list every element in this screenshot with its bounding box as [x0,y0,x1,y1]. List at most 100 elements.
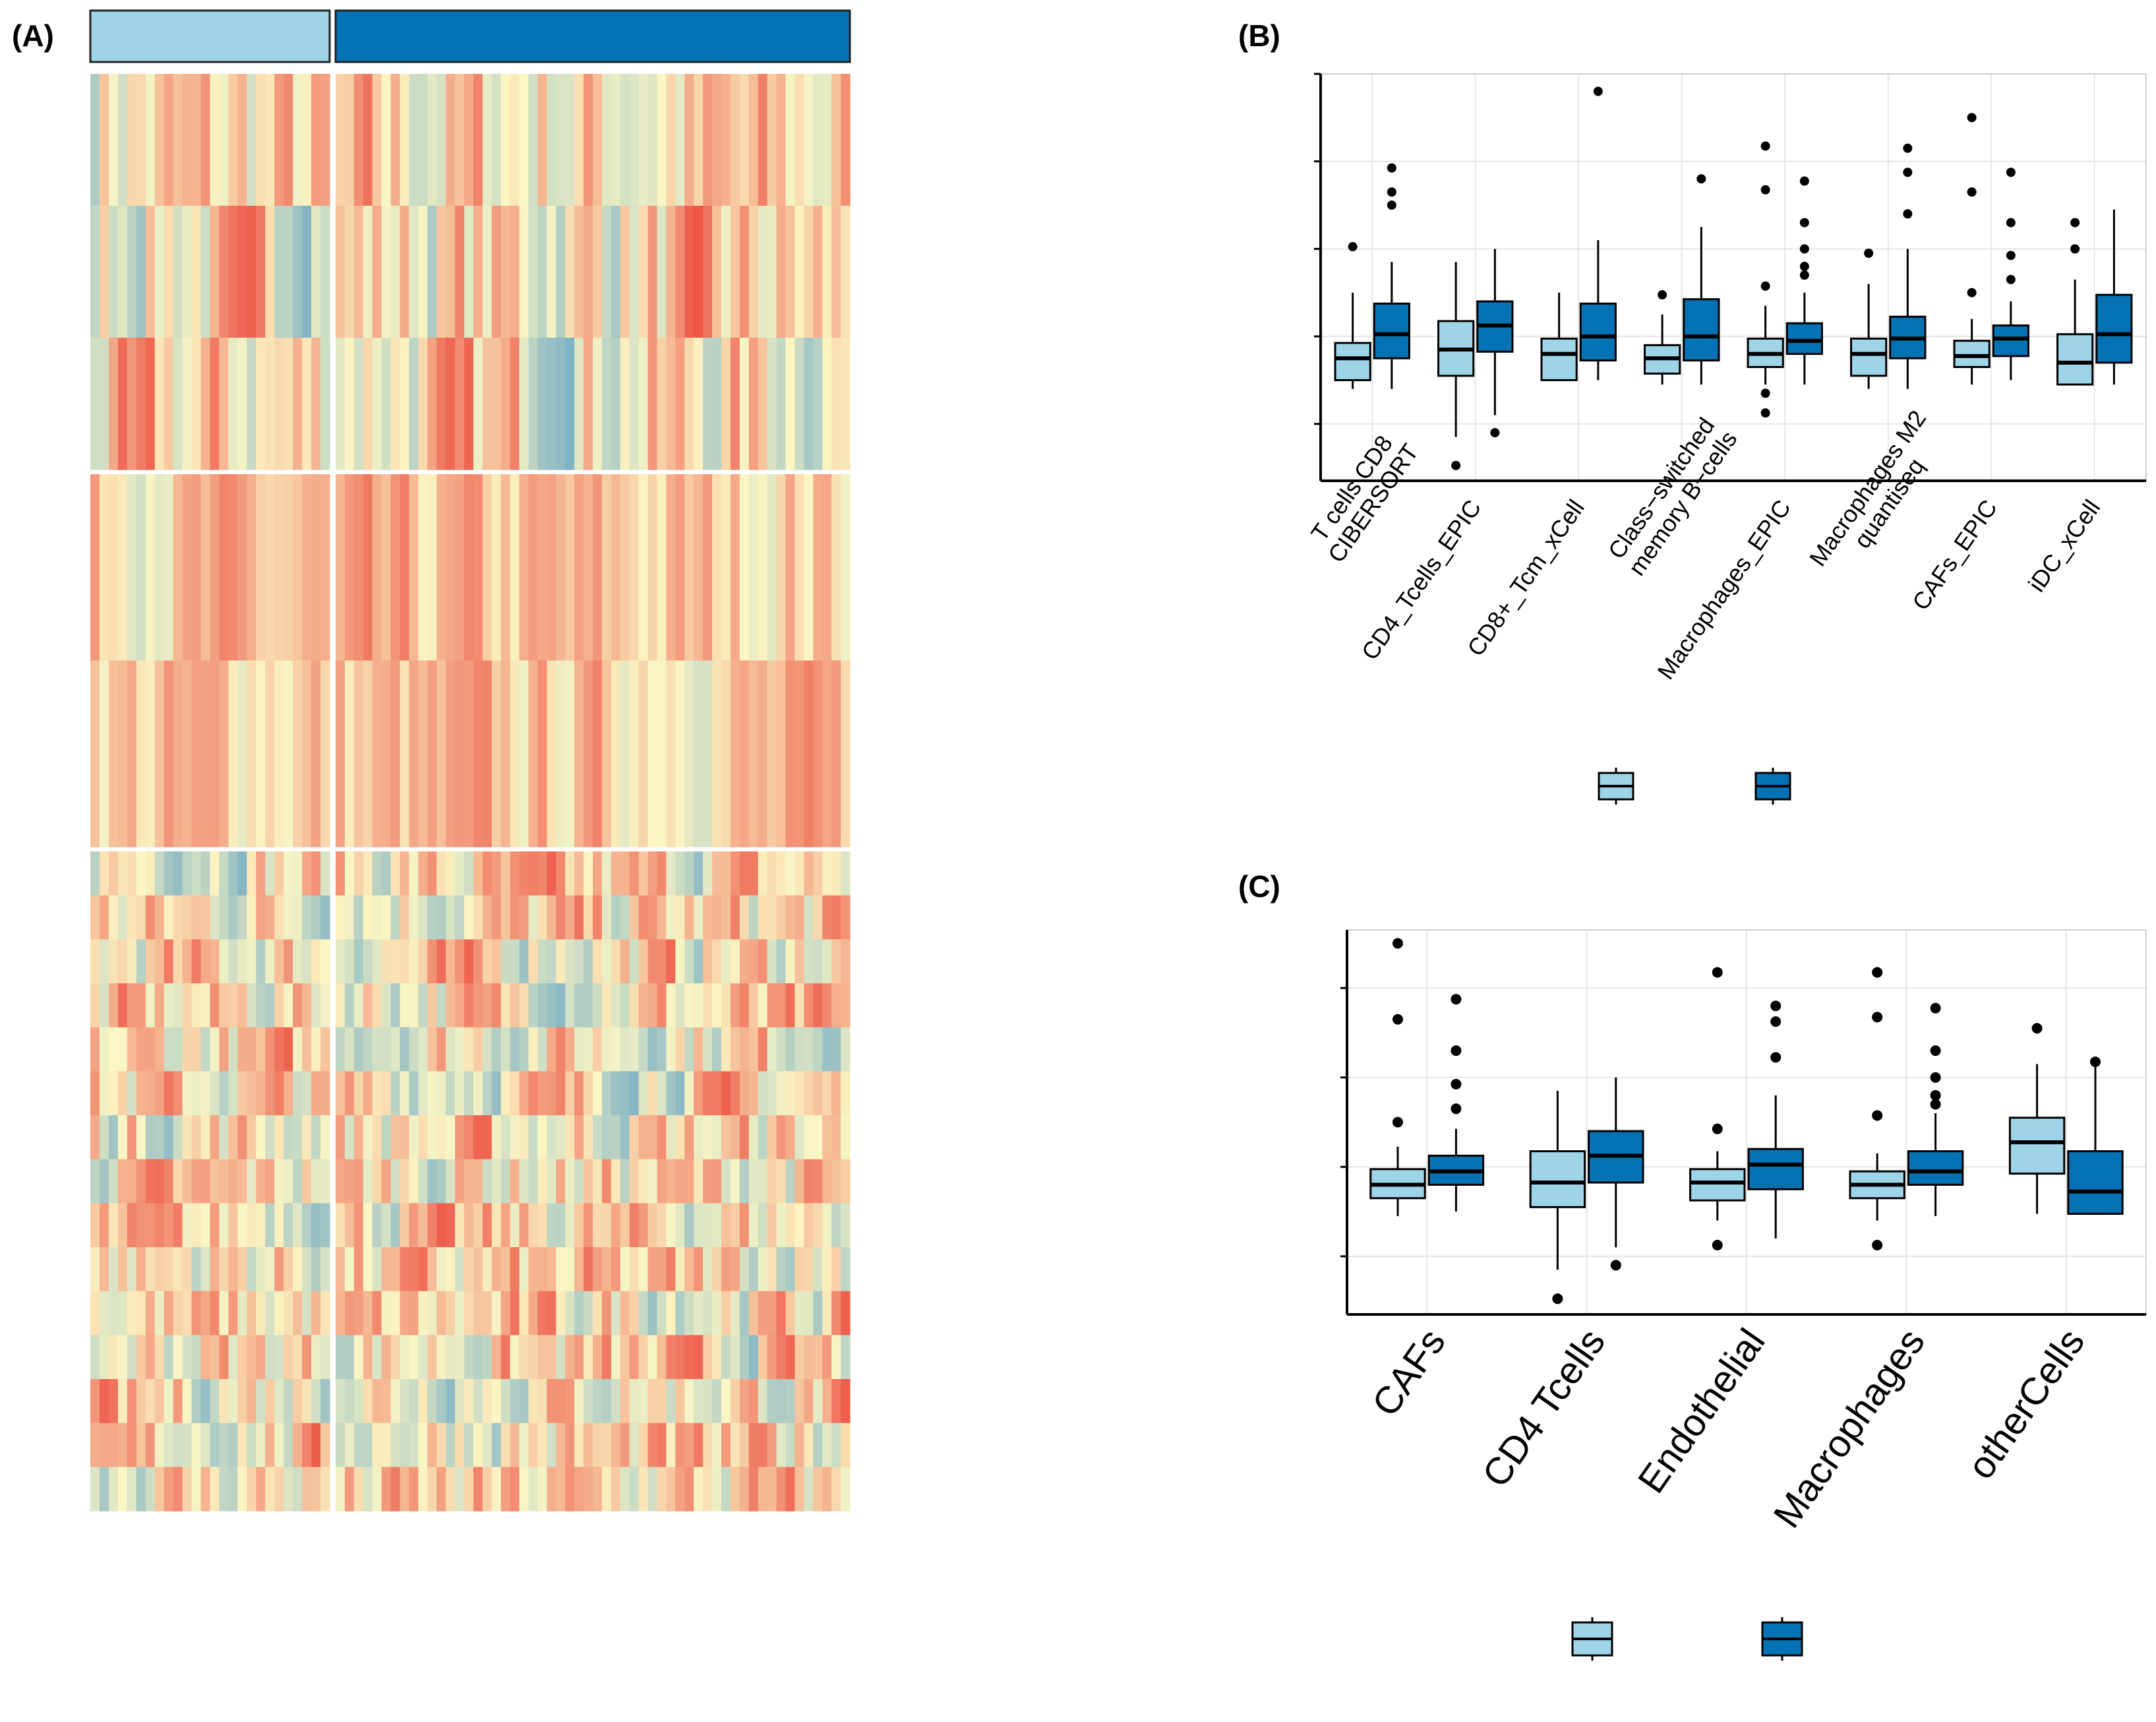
heatmap-cell [813,1247,823,1292]
heatmap-cell [293,1159,303,1204]
heatmap-cell [565,1423,575,1467]
heatmap-cell [127,983,137,1028]
heatmap-cell [265,895,275,940]
heatmap-cell [841,1423,851,1467]
heatmap-cell [108,1335,119,1380]
heatmap-cell [584,1335,593,1380]
heatmap-cell [381,1159,392,1204]
heatmap-cell [127,1115,137,1160]
heatmap-cell [237,474,247,661]
heatmap-cell [154,851,165,896]
heatmap-cell [841,1027,851,1072]
heatmap-cell [390,1379,401,1424]
heatmap-cell [657,1379,667,1424]
heatmap-cell [730,1291,740,1336]
heatmap-cell [584,1423,593,1467]
heatmap-cell [767,1071,777,1116]
heatmap-cell [353,1027,364,1072]
heatmap-cell [344,1291,355,1336]
heatmap-cell [647,1335,658,1380]
heatmap-cell [219,1203,229,1248]
outlier-point [1799,176,1809,186]
heatmap-cell [657,474,667,661]
heatmap-cell [831,1335,841,1380]
outlier-point [1930,1045,1941,1057]
heatmap-cell [320,660,330,847]
heatmap-cell [145,1115,156,1160]
heatmap-cell [593,1335,603,1380]
heatmap-cell [767,206,777,338]
heatmap-cell [482,1071,493,1116]
outlier-point [1799,218,1809,228]
heatmap-cell [344,74,355,206]
heatmap-cell [344,983,355,1028]
heatmap-cell [90,1027,100,1072]
heatmap-cell [794,474,804,661]
heatmap-cell [547,1247,556,1292]
heatmap-cell [694,1335,704,1380]
heatmap-cell [154,206,165,338]
heatmap-cell [256,1159,266,1204]
heatmap-cell [574,660,584,847]
heatmap-cell [228,1379,238,1424]
heatmap-cell [336,1379,345,1424]
heatmap-cell [99,1159,109,1204]
heatmap-cell [528,474,539,661]
heatmap-cell [409,338,419,470]
heatmap-cell [400,474,410,661]
heatmap-cell [721,1159,731,1204]
heatmap-cell [601,1467,612,1512]
heatmap-cell [336,1071,345,1116]
heatmap-cell [127,1291,137,1336]
heatmap-cell [620,1467,630,1512]
heatmap-cell [684,1467,694,1512]
heatmap-cell [794,1467,804,1512]
heatmap-cell [629,895,640,940]
heatmap-cell [390,206,401,338]
heatmap-cell [537,1291,547,1336]
heatmap-cell [145,660,156,847]
heatmap-cell [593,1115,603,1160]
heatmap-cell [657,338,667,470]
heatmap-cell [565,1291,575,1336]
heatmap-cell [191,1467,202,1512]
heatmap-cell [657,1335,667,1380]
heatmap-cell [565,1159,575,1204]
heatmap-cell [274,851,284,896]
heatmap-cell [455,1159,465,1204]
outlier-point [1930,1002,1941,1014]
heatmap-cell [164,1203,174,1248]
heatmap-cell [455,851,465,896]
heatmap-cell [344,660,355,847]
heatmap-cell [436,338,446,470]
heatmap-cell [191,1115,202,1160]
heatmap-cell [247,1467,256,1512]
heatmap-cell [274,1203,284,1248]
heatmap-cell [136,1335,146,1380]
heatmap-cell [145,1379,156,1424]
heatmap-cell [136,1379,146,1424]
heatmap-cell [164,1159,174,1204]
outlier-point [2006,251,2016,261]
heatmap-cell [593,983,603,1028]
heatmap-cell [117,1423,128,1467]
heatmap-cell [353,660,364,847]
heatmap-cell [418,1203,428,1248]
heatmap-cell [804,1159,814,1204]
heatmap-cell [210,1467,220,1512]
heatmap-cell [491,1203,502,1248]
heatmap-cell [418,660,428,847]
heatmap-cell [638,1071,649,1116]
heatmap-cell [601,895,612,940]
heatmap-cell [219,1027,229,1072]
heatmap-cell [785,1247,796,1292]
heatmap-cell [547,1423,556,1467]
heatmap-cell [191,1203,202,1248]
heatmap-cell [311,983,321,1028]
heatmap-cell [200,895,211,940]
heatmap-cell [758,338,768,470]
heatmap-cell [574,74,584,206]
heatmap-cell [785,983,796,1028]
heatmap-cell [265,1115,275,1160]
heatmap-cell [537,74,547,206]
